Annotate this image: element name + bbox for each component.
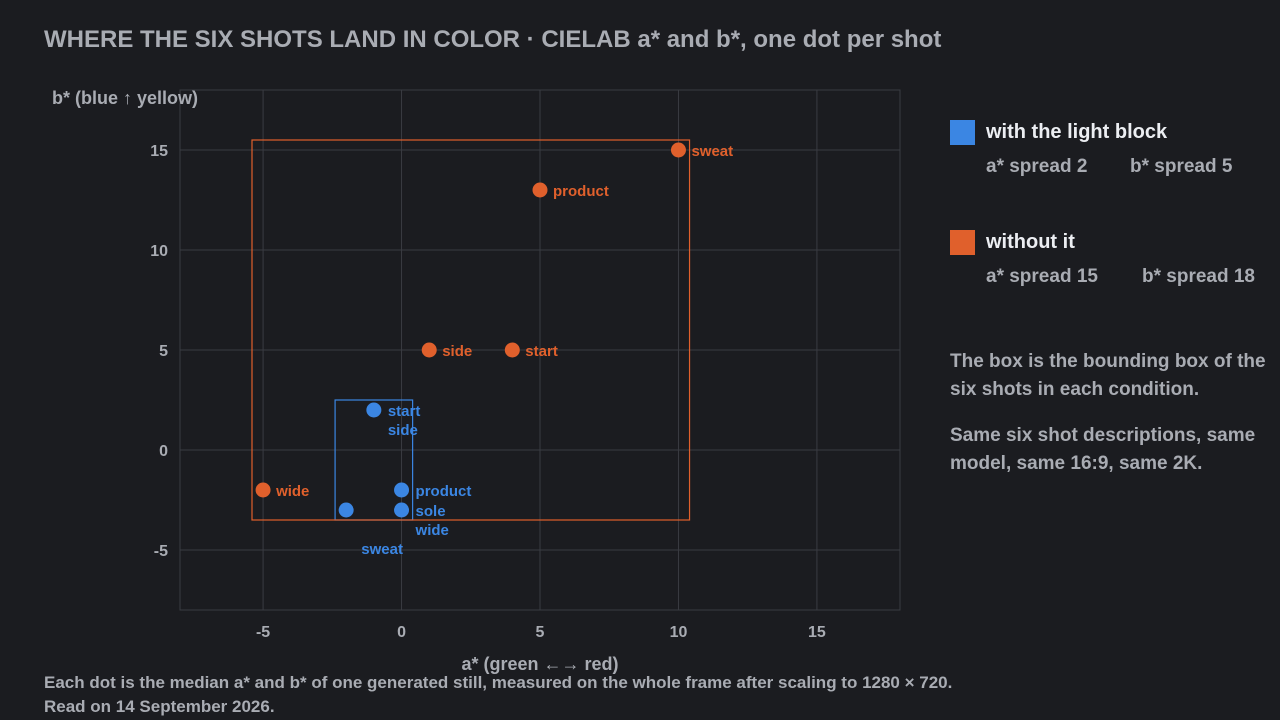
point-label-wide-series-1: wide: [275, 483, 309, 500]
x-tick-label: 15: [808, 624, 826, 641]
point-label-start-series-1: start: [525, 343, 558, 360]
point-label-side-series-0: side: [388, 422, 418, 439]
legend-title-without: without it: [986, 231, 1075, 253]
point-wide-series-0: [394, 503, 409, 518]
point-wide-series-1: [255, 482, 271, 498]
legend-title-with-light-block: with the light block: [986, 121, 1168, 143]
point-sweat-series-1: [670, 142, 686, 158]
point-product-series-0: [394, 482, 410, 498]
footer-method: Each dot is the median a* and b* of one …: [44, 673, 953, 692]
legend-swatch-without: [950, 230, 975, 255]
x-axis-label: a* (green ←→ red): [461, 654, 618, 674]
legend-b-spread-with-light-block: b* spread 5: [1130, 156, 1233, 177]
y-tick-label: 10: [150, 243, 168, 260]
point-sweat-series-0: [338, 502, 354, 518]
point-label-side-series-1: side: [442, 343, 472, 360]
legend-swatch-with-light-block: [950, 120, 975, 145]
point-start-series-0: [366, 402, 382, 418]
chart-title: WHERE THE SIX SHOTS LAND IN COLOR · CIEL…: [44, 26, 942, 53]
point-sole-series-0: [394, 502, 410, 518]
point-product-series-1: [532, 182, 548, 198]
x-tick-label: -5: [256, 624, 270, 641]
footer-date: Read on 14 September 2026.: [44, 697, 275, 716]
y-tick-label: 5: [159, 343, 168, 360]
y-tick-label: 0: [159, 443, 168, 460]
axes: -5 0 5 10 15 -5 0 5 10 15 b* (blue ↑ yellow) a* (gr…: [52, 88, 826, 674]
point-side-series-0: [366, 403, 381, 418]
y-tick-label: 15: [150, 143, 168, 160]
note-bounding-box: The box is the bounding box of the six s…: [950, 351, 1266, 400]
point-start-series-1: [504, 342, 520, 358]
legend-b-spread-without: b* spread 18: [1142, 266, 1255, 287]
point-label-wide-series-0: wide: [415, 522, 449, 539]
point-label-sweat-series-1: sweat: [691, 143, 733, 160]
point-label-product-series-0: product: [416, 483, 472, 500]
legend-a-spread-without: a* spread 15: [986, 266, 1098, 287]
point-label-sole-series-0: sole: [416, 503, 446, 520]
x-tick-label: 10: [670, 624, 688, 641]
point-label-product-series-1: product: [553, 183, 609, 200]
point-side-series-1: [421, 342, 437, 358]
grid: [179, 89, 901, 611]
x-tick-label: 0: [397, 624, 406, 641]
bounding-boxes: [251, 139, 691, 521]
bounding-box-series-1: [251, 139, 691, 521]
x-tick-label: 5: [536, 624, 545, 641]
legend-a-spread-with-light-block: a* spread 2: [986, 156, 1088, 177]
y-tick-label: -5: [154, 543, 168, 560]
y-axis-label: b* (blue ↑ yellow): [52, 88, 198, 108]
data-points: start side product sole wide sweat sweat produc…: [255, 142, 733, 558]
note-same-settings: Same six shot descriptions, same model, …: [950, 425, 1256, 474]
point-label-sweat-series-0: sweat: [361, 541, 403, 558]
point-label-start-series-0: start: [388, 403, 421, 420]
